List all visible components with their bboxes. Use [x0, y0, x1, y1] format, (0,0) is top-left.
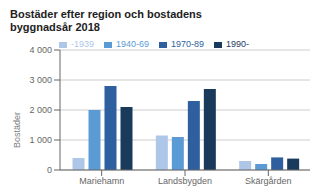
html-text:1940-69: 1940-69	[116, 39, 149, 49]
svg-text:Bostäder: Bostäder	[12, 112, 22, 148]
svg-text:Landsbygden: Landsbygden	[158, 176, 212, 186]
svg-text:0: 0	[47, 165, 52, 175]
svg-text:1 000: 1 000	[29, 135, 52, 145]
svg-text:4 000: 4 000	[29, 45, 52, 55]
html-text:1970-89: 1970-89	[171, 39, 204, 49]
svg-text:Skärgården: Skärgården	[245, 176, 292, 186]
html-text:-1939: -1939	[70, 39, 94, 49]
svg-text:Mariehamn: Mariehamn	[79, 176, 124, 186]
html-text:Bostäder efter region och bost: Bostäder efter region och bostadens bygg…	[10, 8, 202, 33]
svg-text:2 000: 2 000	[29, 105, 52, 115]
svg-text:3 000: 3 000	[29, 75, 52, 85]
html-text:1990-: 1990-	[226, 39, 250, 49]
